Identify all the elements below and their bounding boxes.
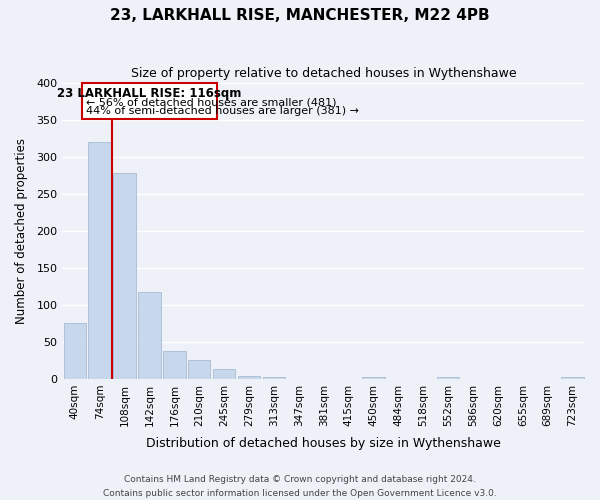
Bar [238, 376, 260, 379]
Text: Contains HM Land Registry data © Crown copyright and database right 2024.
Contai: Contains HM Land Registry data © Crown c… [103, 476, 497, 498]
Bar [437, 378, 460, 379]
Text: ← 56% of detached houses are smaller (481): ← 56% of detached houses are smaller (48… [86, 97, 337, 107]
Bar [138, 292, 161, 379]
Bar [263, 378, 285, 379]
Bar [113, 174, 136, 379]
Bar [163, 351, 185, 379]
Title: Size of property relative to detached houses in Wythenshawe: Size of property relative to detached ho… [131, 68, 517, 80]
Bar [213, 370, 235, 379]
Text: 44% of semi-detached houses are larger (381) →: 44% of semi-detached houses are larger (… [86, 106, 359, 116]
Text: 23, LARKHALL RISE, MANCHESTER, M22 4PB: 23, LARKHALL RISE, MANCHESTER, M22 4PB [110, 8, 490, 22]
Bar [562, 378, 584, 379]
Bar [88, 142, 111, 379]
FancyBboxPatch shape [82, 83, 217, 118]
Bar [64, 324, 86, 379]
Text: 23 LARKHALL RISE: 116sqm: 23 LARKHALL RISE: 116sqm [57, 88, 241, 101]
Bar [188, 360, 211, 379]
Bar [362, 376, 385, 379]
X-axis label: Distribution of detached houses by size in Wythenshawe: Distribution of detached houses by size … [146, 437, 501, 450]
Y-axis label: Number of detached properties: Number of detached properties [15, 138, 28, 324]
